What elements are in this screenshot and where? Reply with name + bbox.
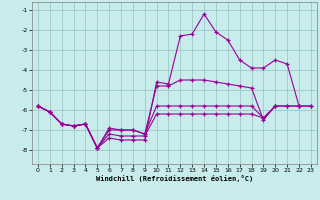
X-axis label: Windchill (Refroidissement éolien,°C): Windchill (Refroidissement éolien,°C) bbox=[96, 175, 253, 182]
